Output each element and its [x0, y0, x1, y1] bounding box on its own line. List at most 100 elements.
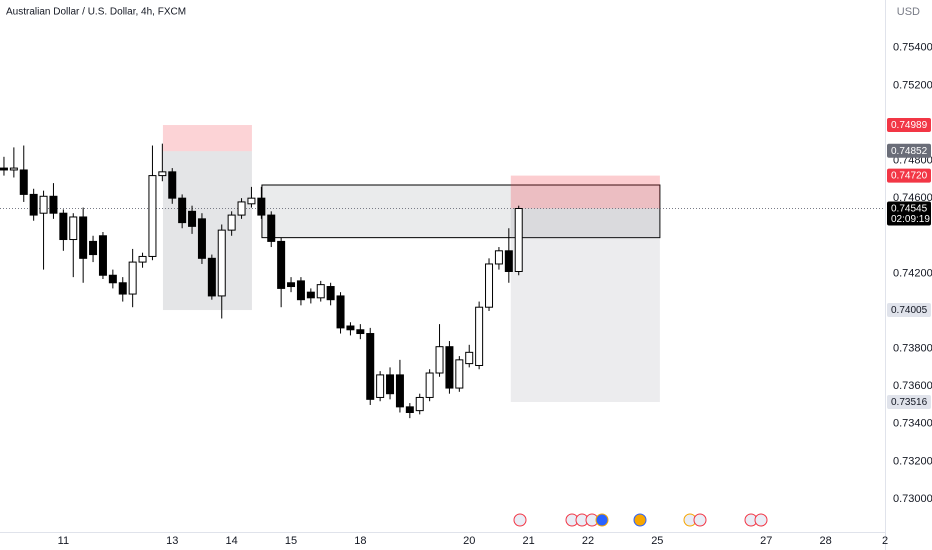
candle-body — [108, 274, 117, 284]
candle-body — [98, 235, 107, 276]
x-tick-label: 13 — [166, 535, 178, 547]
x-tick-label: 22 — [582, 535, 594, 547]
candle-body — [178, 197, 187, 224]
candle-body — [257, 197, 266, 216]
candle-body — [504, 250, 513, 272]
y-tick-label: 0.73600 — [893, 380, 932, 392]
candle-body — [39, 195, 48, 214]
candle-body — [89, 240, 98, 256]
candle-body — [435, 346, 444, 374]
zone — [162, 125, 252, 152]
chart-title: Australian Dollar / U.S. Dollar, 4h, FXC… — [6, 7, 186, 18]
y-tick-label: 0.74200 — [893, 267, 932, 279]
candle-body — [227, 214, 236, 231]
candle-body — [59, 212, 68, 241]
candle-body — [316, 284, 325, 299]
y-tick-label: 0.73400 — [893, 418, 932, 430]
candle-body — [445, 346, 454, 389]
candle-body — [287, 282, 296, 288]
candle-body — [346, 325, 355, 331]
candle-body — [9, 167, 18, 171]
candle-body — [29, 193, 38, 216]
candle-body — [217, 229, 226, 297]
candle-body — [188, 210, 197, 227]
candle-body — [366, 333, 375, 400]
candle-body — [118, 282, 127, 295]
candle-body — [465, 351, 474, 365]
candle-body — [158, 171, 167, 177]
candle-body — [247, 197, 256, 205]
y-tick-label: 0.74600 — [893, 192, 932, 204]
price-tag-label: 0.74989 — [891, 120, 928, 131]
price-tag — [887, 303, 931, 318]
candle-body — [296, 280, 305, 301]
price-tag-label: 0.74005 — [891, 305, 928, 316]
y-tick-label: 0.73000 — [893, 493, 932, 505]
x-tick-label: 18 — [354, 535, 366, 547]
event-icon[interactable] — [754, 513, 768, 527]
candle-body — [494, 250, 503, 265]
price-tag-label: 0.74852 — [891, 146, 928, 157]
candle-body — [277, 240, 286, 289]
candle-body — [197, 218, 206, 259]
event-icon[interactable] — [595, 513, 609, 527]
candle-body — [356, 329, 365, 335]
y-tick-label: 0.73200 — [893, 455, 932, 467]
y-tick-label: 0.75200 — [893, 79, 932, 91]
y-tick-label: 0.75400 — [893, 42, 932, 54]
candle-body — [49, 195, 58, 214]
candle-body — [386, 374, 395, 395]
candle-body — [514, 208, 523, 272]
candle-body — [207, 257, 216, 297]
candle-body — [69, 216, 78, 241]
price-tag — [887, 143, 931, 158]
zone — [510, 175, 660, 209]
countdown-label: 02:09:19 — [891, 214, 930, 225]
x-tick-label: 25 — [651, 535, 663, 547]
price-tag — [887, 168, 931, 183]
current-price-tag — [887, 201, 931, 226]
candle-body — [475, 306, 484, 366]
zone — [510, 208, 660, 402]
zone — [162, 151, 252, 311]
x-tick-label: 14 — [226, 535, 238, 547]
candle-body — [376, 374, 385, 398]
event-icon[interactable] — [633, 513, 647, 527]
candle-body — [326, 286, 335, 301]
y-tick-label: 0.73800 — [893, 342, 932, 354]
price-tag — [887, 394, 931, 409]
event-icon[interactable] — [693, 513, 707, 527]
candle-body — [168, 171, 177, 199]
price-tag — [887, 118, 931, 133]
currency-label[interactable]: USD — [897, 6, 920, 18]
x-tick-label: 21 — [522, 535, 534, 547]
candle-body — [19, 169, 28, 195]
price-tag-label: 0.74720 — [891, 171, 928, 182]
candle-body — [415, 396, 424, 412]
x-tick-label: 20 — [463, 535, 475, 547]
candle-body — [0, 167, 8, 171]
candle-body — [138, 255, 147, 263]
candle-body — [485, 263, 494, 308]
candle-body — [405, 406, 414, 413]
candle-body — [148, 175, 157, 257]
x-tick-label: 15 — [285, 535, 297, 547]
candle-body — [306, 291, 315, 299]
current-price-label: 0.74545 — [891, 204, 928, 215]
candle-body — [267, 214, 276, 242]
x-tick-label: 11 — [58, 535, 69, 547]
x-tick-label: 28 — [819, 535, 831, 547]
candle-body — [395, 374, 404, 408]
candle-body — [79, 216, 88, 259]
candle-body — [237, 201, 246, 216]
candle-body — [455, 359, 464, 389]
candle-body — [128, 261, 137, 295]
candle-body — [425, 372, 434, 398]
x-tick-label: 2 — [882, 535, 888, 547]
price-tag-label: 0.73516 — [891, 397, 928, 408]
event-icon[interactable] — [513, 513, 527, 527]
event-icons — [513, 513, 768, 527]
x-tick-label: 27 — [760, 535, 772, 547]
